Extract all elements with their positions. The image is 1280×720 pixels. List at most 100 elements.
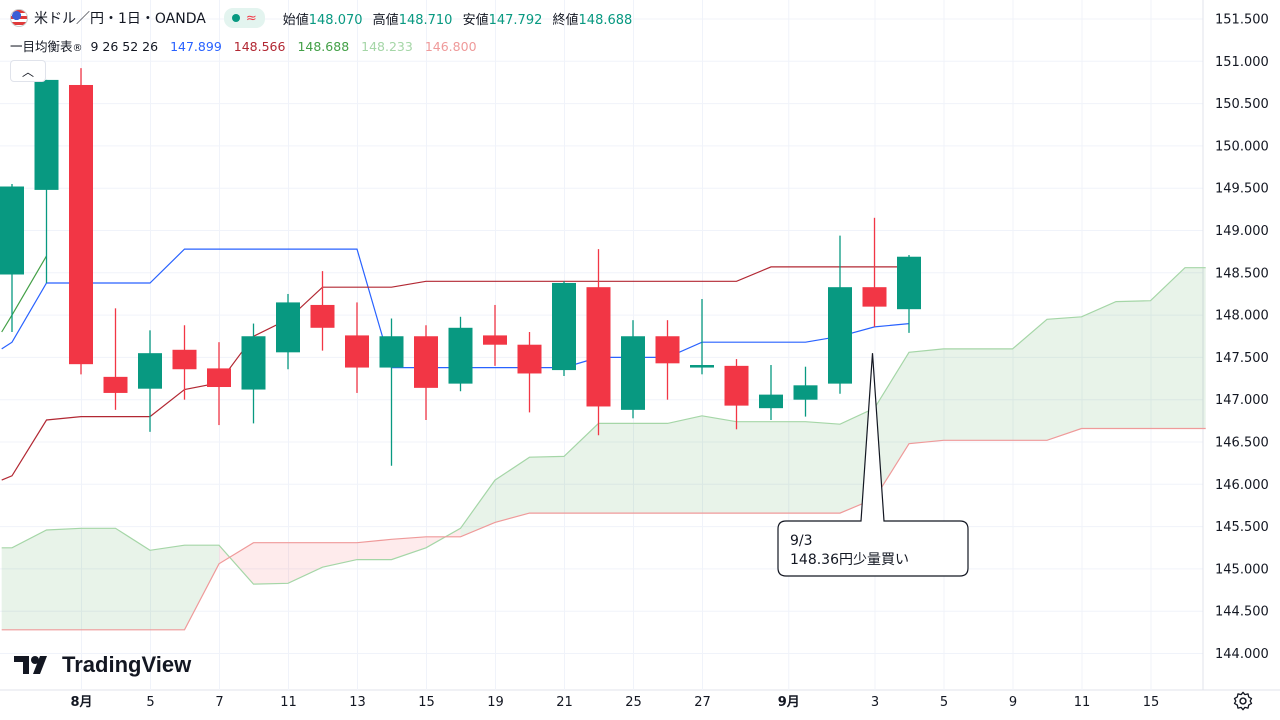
indicator-value-senkou-b: 146.800 [424,39,477,54]
time-tick-label: 8月 [70,695,92,710]
cloud-segment [184,545,219,630]
candle-body [621,336,645,410]
price-tick-label: 145.000 [1215,562,1269,577]
high-label: 高値 [372,12,399,28]
cloud-segment [874,352,909,499]
candle-body [793,385,818,400]
cloud-segment [978,348,1013,441]
cloud-segment [1012,319,1047,441]
candle-body [138,353,162,389]
time-tick-label: 9月 [778,695,800,710]
candle-body [310,304,335,328]
price-tick-label: 151.500 [1215,13,1269,28]
candle-body [862,287,887,307]
price-tick-label: 149.000 [1215,224,1269,239]
price-tick-label: 147.500 [1215,351,1269,366]
cloud-segment [529,456,564,514]
symbol-title[interactable]: 米ドル／円・1日・OANDA [34,11,206,27]
cloud-segment [495,457,530,523]
close-label: 終値 [552,12,579,28]
candle-body [552,282,576,371]
time-tick-label: 21 [556,695,573,710]
indicator-params: 9 26 52 26 [90,39,159,54]
annotation-line1: 9/3 [790,533,813,549]
price-tick-label: 146.500 [1215,436,1269,451]
candle-up [621,320,645,419]
price-tick-label: 144.000 [1215,647,1269,662]
cloud-segment [943,348,978,441]
chart-header: 米ドル／円・1日・OANDA ≈ 始値148.070 高値148.710 安値1… [10,8,638,28]
candle-body [345,335,369,368]
close-value: 148.688 [578,12,633,28]
price-axis: 151.500 151.000 150.500 150.000 149.500 149.0… [1215,13,1269,663]
price-tick-label: 147.000 [1215,393,1269,408]
indicator-legend[interactable]: 一目均衡表® 9 26 52 26 147.899 148.566 148.68… [10,36,485,55]
cloud-segment [288,542,323,584]
time-tick-label: 3 [871,695,879,710]
time-tick-label: 7 [215,695,223,710]
time-tick-label: 11 [1074,695,1091,710]
cloud-segment [391,536,426,560]
candle-up [897,255,921,333]
chevron-up-icon: ︿ [21,64,34,79]
candle-body [448,327,473,384]
candle-body [517,344,542,374]
time-tick-label: 5 [146,695,154,710]
candle-body [828,287,852,384]
time-tick-label: 11 [280,695,297,710]
cloud-segment [115,528,150,630]
candle-up [379,318,404,466]
cloud-segment [1150,267,1185,429]
time-tick-label: 9 [1009,695,1017,710]
low-label: 安値 [462,12,489,28]
cloud-segment [81,528,116,630]
price-tick-label: 144.500 [1215,605,1269,620]
indicator-value-chikou: 148.688 [297,39,350,54]
price-tick-label: 148.000 [1215,309,1269,324]
candle-down [862,217,887,327]
cloud-segment [909,348,944,444]
candle-down [483,304,507,366]
candle-up [759,365,783,421]
candle-body [759,394,783,409]
candle-up [34,79,59,283]
tradingview-logo[interactable]: TradingView [14,652,191,678]
kijun-line [1,266,909,481]
cloud-segment [667,415,702,514]
candle-down [655,320,680,400]
candle-body [241,336,266,390]
logo-text: TradingView [62,652,192,677]
candle-down [310,271,335,351]
candle-body [172,349,197,370]
time-tick-label: 5 [940,695,948,710]
cloud-segment [46,528,81,630]
chart-settings-gear-icon[interactable] [1232,690,1254,712]
candle-down [724,359,749,430]
wave-icon: ≈ [245,10,257,26]
tradingview-logo-icon [14,656,47,674]
market-status-badge[interactable]: ≈ [223,8,265,28]
candle-body [69,84,93,365]
candle-body [655,336,680,364]
candle-up [0,183,24,333]
low-value: 147.792 [488,12,543,28]
cloud-segment [12,529,47,630]
high-value: 148.710 [398,12,453,28]
time-tick-label: 13 [349,695,366,710]
price-tick-label: 150.000 [1215,139,1269,154]
cloud-segment [1,547,13,630]
annotation-line2: 148.36円少量買い [790,552,909,568]
candle-up [276,293,300,370]
annotation-callout[interactable]: 9/3 148.36円少量買い [777,353,969,577]
candle-down [345,302,369,393]
collapse-legend-button[interactable]: ︿ [10,60,46,82]
indicator-value-tenkan: 147.899 [170,39,222,54]
candle-down [103,308,128,410]
market-open-dot-icon [231,14,240,22]
cloud-segment [1047,316,1082,441]
candle-up [552,281,576,377]
candle-body [414,336,438,388]
cloud-segment [357,539,392,560]
candle-body [897,256,921,310]
